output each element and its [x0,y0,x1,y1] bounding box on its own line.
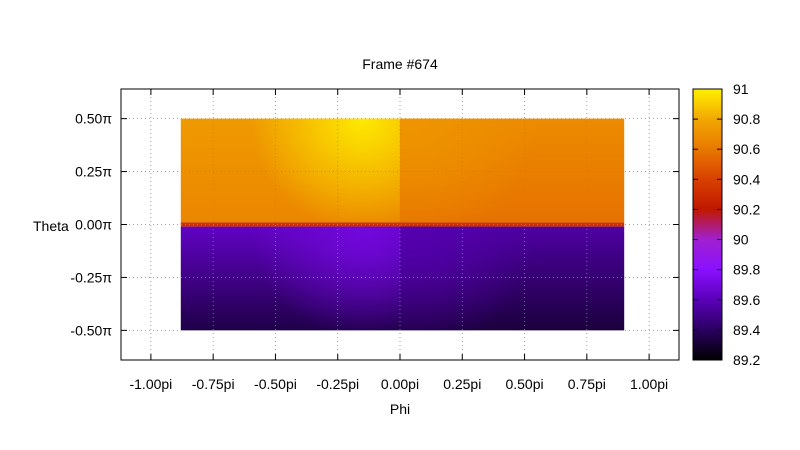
y-tick-label: 0.25π [75,164,112,180]
heatmap-cells [180,118,625,331]
chart-title: Frame #674 [362,56,438,72]
colorbar-tick-label: 89.8 [733,262,760,278]
x-axis-label: Phi [390,401,410,417]
x-tick-label: 0.00pi [381,376,419,392]
colorbar-tick-label: 90.4 [733,171,760,187]
x-tick-label: 1.00pi [630,376,668,392]
heatmap-cell [180,222,625,227]
x-tick-label: 0.75pi [568,376,606,392]
y-axis: 0.50π 0.25π 0.00π -0.25π -0.50π [70,111,679,338]
heatmap-cell-highlight [180,226,400,331]
x-tick-label: 0.25pi [443,376,481,392]
y-tick-label: 0.50π [75,111,112,127]
colorbar-border [692,88,723,361]
colorbar-tick-label: 90.2 [733,201,760,217]
colorbar-tick-label: 91 [733,81,749,97]
x-tick-label: -0.75pi [192,376,235,392]
colorbar-tick-label: 89.4 [733,322,760,338]
y-tick-label: 0.00π [75,217,112,233]
y-axis-label: Theta [33,218,69,234]
grid-lines [121,89,679,360]
x-tick-label: 0.50pi [505,376,543,392]
x-axis: -1.00pi -0.75pi -0.50pi -0.25pi 0.00pi 0.25pi… [129,89,668,392]
x-tick-label: -1.00pi [129,376,172,392]
colorbar-tick-label: 89.6 [733,292,760,308]
y-tick-label: -0.50π [70,322,112,338]
colorbar: 89.2 89.4 89.6 89.8 90 90.2 90.4 90.6 90.8 91 [692,81,760,368]
colorbar-tick-label: 90.8 [733,111,760,127]
heatmap-cell-highlight [400,118,625,223]
y-tick-label: -0.25π [70,269,112,285]
x-tick-label: -0.50pi [254,376,297,392]
heatmap-cell-highlight [180,118,400,223]
colorbar-tick-label: 90.6 [733,141,760,157]
x-tick-label: -0.25pi [316,376,359,392]
colorbar-tick-label: 90 [733,232,749,248]
colorbar-gradient [693,89,722,360]
heatmap-cell-highlight [400,226,625,331]
colorbar-tick-label: 89.2 [733,352,760,368]
